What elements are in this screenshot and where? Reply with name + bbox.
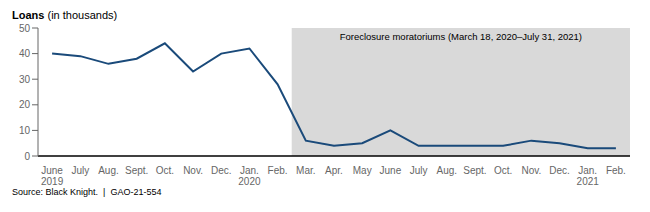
svg-text:Aug.: Aug. bbox=[98, 165, 119, 176]
svg-text:40: 40 bbox=[19, 48, 31, 59]
svg-text:30: 30 bbox=[19, 74, 31, 85]
svg-text:20: 20 bbox=[19, 99, 31, 110]
svg-text:0: 0 bbox=[24, 151, 30, 162]
svg-text:Feb.: Feb. bbox=[268, 165, 288, 176]
svg-text:June: June bbox=[380, 165, 402, 176]
svg-text:Nov.: Nov. bbox=[183, 165, 203, 176]
svg-text:Sept.: Sept. bbox=[463, 165, 486, 176]
svg-text:Feb.: Feb. bbox=[606, 165, 626, 176]
svg-text:June2019: June2019 bbox=[41, 165, 64, 186]
svg-text:Nov.: Nov. bbox=[521, 165, 541, 176]
svg-text:Dec.: Dec. bbox=[211, 165, 232, 176]
svg-text:10: 10 bbox=[19, 125, 31, 136]
svg-text:Sept.: Sept. bbox=[125, 165, 148, 176]
html-text:Loans (in thousands): Loans (in thousands) bbox=[12, 9, 118, 21]
svg-text:50: 50 bbox=[19, 23, 31, 34]
svg-text:Foreclosure moratoriums (March: Foreclosure moratoriums (March 18, 2020–… bbox=[340, 31, 582, 42]
svg-text:Oct.: Oct. bbox=[156, 165, 174, 176]
svg-text:Oct.: Oct. bbox=[494, 165, 512, 176]
svg-text:Jan.2021: Jan.2021 bbox=[577, 165, 600, 186]
svg-text:May: May bbox=[353, 165, 372, 176]
svg-text:Mar.: Mar. bbox=[296, 165, 315, 176]
svg-text:July: July bbox=[71, 165, 89, 176]
html-text:Source: Black Knight. | GAO-21: Source: Black Knight. | GAO-21-554 bbox=[12, 187, 162, 197]
svg-text:Dec.: Dec. bbox=[549, 165, 570, 176]
svg-text:Apr.: Apr. bbox=[325, 165, 343, 176]
svg-text:Jan.2020: Jan.2020 bbox=[238, 165, 261, 186]
svg-text:July: July bbox=[410, 165, 428, 176]
svg-text:Aug.: Aug. bbox=[436, 165, 457, 176]
